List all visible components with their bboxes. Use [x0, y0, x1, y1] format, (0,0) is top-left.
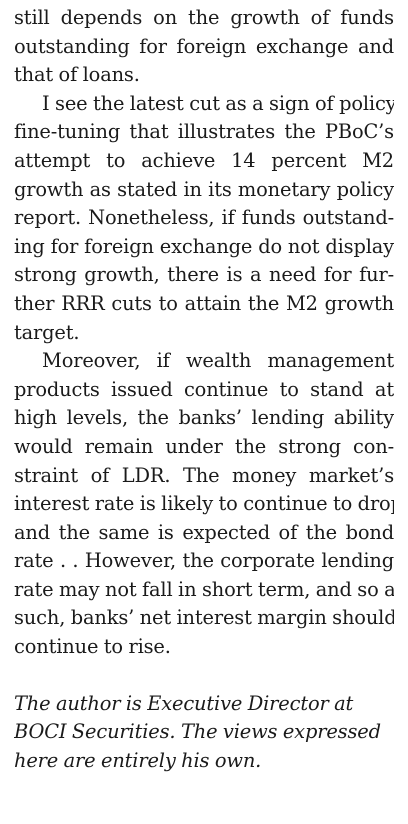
text-line: interest rate is likely to continue to d… — [14, 492, 394, 516]
text-line: high levels, the banks’ lending ability — [14, 406, 394, 430]
article-paragraph-3: Moreover, if wealth management products … — [14, 347, 394, 662]
text-line: growth as stated in its monetary policy — [14, 177, 394, 201]
text-line: fine-tuning that illustrates the PBoC’s — [14, 120, 394, 144]
text-line: Moreover, if wealth management — [42, 349, 394, 373]
text-line: such, banks’ net interest margin should — [14, 606, 394, 630]
text-line: target. — [14, 320, 80, 344]
text-line: would remain under the strong con- — [14, 434, 394, 458]
article-page: still depends on the growth of funds out… — [0, 4, 408, 824]
text-line: continue to rise. — [14, 635, 171, 659]
text-line: rate . . However, the corporate lending — [14, 549, 394, 573]
paragraph-spacer — [14, 662, 394, 690]
text-line: still depends on the growth of funds — [14, 6, 394, 29]
text-line: here are entirely his own. — [14, 748, 262, 772]
text-line: outstanding for foreign exchange and — [14, 34, 394, 58]
text-line: ther RRR cuts to attain the M2 growth — [14, 291, 394, 315]
text-line: strong growth, there is a need for fur- — [14, 263, 394, 287]
text-line: ing for foreign exchange do not display — [14, 234, 394, 258]
text-line: I see the latest cut as a sign of policy — [42, 91, 394, 115]
text-line: attempt to achieve 14 percent M2 — [14, 148, 394, 172]
author-note: The author is Executive Director at BOCI… — [14, 690, 394, 776]
text-line: report. Nonetheless, if funds outstand- — [14, 206, 394, 230]
text-line: rate may not fall in short term, and so … — [14, 577, 394, 601]
text-line: straint of LDR. The money market’s — [14, 463, 394, 487]
text-line: that of loans. — [14, 63, 140, 87]
article-paragraph-1: still depends on the growth of funds out… — [14, 4, 394, 90]
text-line: and the same is expected of the bond — [14, 520, 394, 544]
article-paragraph-2: I see the latest cut as a sign of policy… — [14, 90, 394, 347]
text-line: products issued continue to stand at — [14, 377, 394, 401]
text-line: BOCI Securities. The views expressed — [14, 720, 381, 744]
text-line: The author is Executive Director at — [14, 691, 354, 715]
